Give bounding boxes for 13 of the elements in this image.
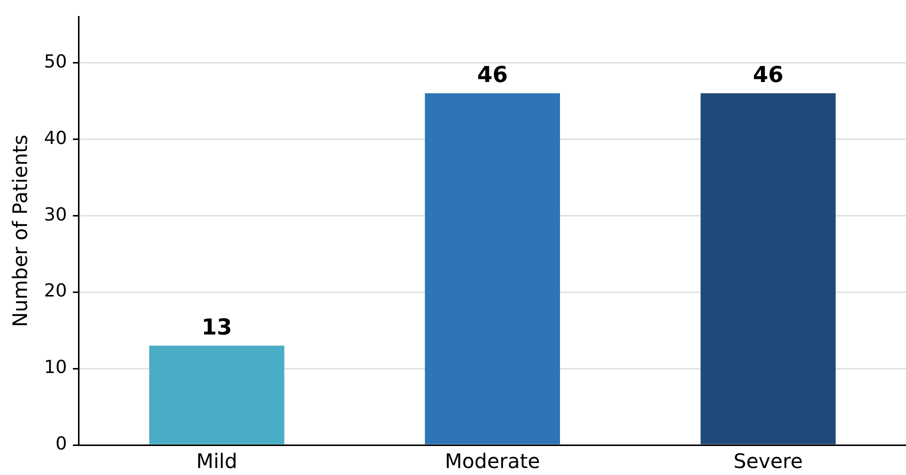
y-tick-label: 20 [44, 280, 67, 302]
y-tick-label: 10 [44, 357, 67, 378]
y-tick-label: 50 [44, 51, 67, 72]
x-tick-label: Mild [196, 449, 238, 474]
y-tick-label: 30 [44, 204, 67, 226]
data-label: 13 [201, 315, 232, 340]
y-tick-label: 0 [55, 434, 67, 455]
data-label: 46 [477, 62, 508, 88]
y-tick-label: 40 [44, 128, 67, 149]
x-tick-label: Moderate [444, 449, 540, 474]
x-tick-label: Severe [734, 449, 803, 474]
y-axis-title: Number of Patients [8, 134, 32, 328]
data-label: 46 [752, 62, 784, 88]
